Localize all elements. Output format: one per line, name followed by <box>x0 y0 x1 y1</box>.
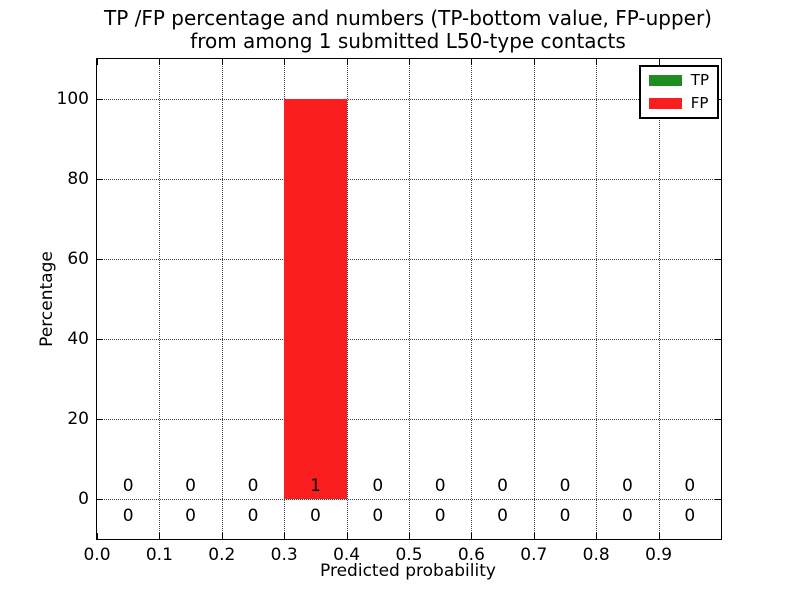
count-label-tp: 0 <box>497 506 508 526</box>
y-tick-left <box>97 179 103 180</box>
count-label-fp: 0 <box>372 476 384 496</box>
y-tick-left <box>97 99 103 100</box>
y-tick-label: 60 <box>67 249 89 269</box>
count-label-fp: 1 <box>309 476 321 496</box>
y-tick-label: 100 <box>56 89 89 109</box>
x-tick-label: 0.4 <box>333 545 361 565</box>
count-label-tp: 0 <box>559 506 571 526</box>
gridline-horizontal <box>97 99 721 100</box>
y-tick-right <box>715 499 721 500</box>
x-tick-bottom <box>159 533 161 539</box>
x-axis-label: Predicted probability <box>320 561 496 581</box>
x-tick-label: 0.5 <box>395 545 423 565</box>
gridline-horizontal <box>97 339 721 340</box>
bar-fp-bin3 <box>284 99 347 499</box>
gridline-vertical <box>409 59 410 539</box>
x-tick-top <box>159 59 161 65</box>
legend-label-tp: TP <box>690 71 709 89</box>
y-tick-left <box>97 259 103 260</box>
x-tick-top <box>346 59 348 65</box>
x-tick-bottom <box>409 533 410 539</box>
x-tick-bottom <box>471 533 473 539</box>
gridline-horizontal <box>97 259 721 260</box>
x-tick-top <box>409 59 410 65</box>
gridline-vertical <box>221 59 223 539</box>
count-label-fp: 0 <box>684 476 696 496</box>
legend-label-fp: FP <box>690 94 709 112</box>
x-tick-label: 0.7 <box>520 545 548 565</box>
count-label-tp: 0 <box>621 506 633 526</box>
x-tick-top <box>284 59 286 65</box>
x-tick-top <box>221 59 223 65</box>
count-label-tp: 0 <box>122 506 134 526</box>
y-tick-left <box>97 499 103 500</box>
x-tick-label: 0.8 <box>582 545 610 565</box>
count-label-fp: 0 <box>497 476 508 496</box>
y-tick-right <box>715 419 721 420</box>
gridline-vertical <box>596 59 598 539</box>
legend-entry-tp: TP <box>648 71 709 89</box>
gridline-vertical <box>159 59 161 539</box>
plot-area: TP FP 0.0 0.1 0.2 0.3 0.4 0.5 0.6 0.7 0.8 0.9 0 20 40… <box>57 58 722 565</box>
y-tick-label: 20 <box>67 409 89 429</box>
count-label-tp: 0 <box>185 506 196 526</box>
chart-title-line-1: TP /FP percentage and numbers (TP-bottom… <box>104 6 712 30</box>
x-tick-bottom <box>596 533 598 539</box>
count-label-fp: 0 <box>559 476 571 496</box>
x-tick-top <box>471 59 473 65</box>
count-label-tp: 0 <box>247 506 259 526</box>
gridline-horizontal <box>97 499 721 500</box>
gridline-vertical <box>471 59 473 539</box>
x-tick-top <box>658 59 660 65</box>
y-tick-label: 40 <box>67 329 89 349</box>
count-label-tp: 0 <box>309 506 321 526</box>
x-tick-top <box>533 59 535 65</box>
y-tick-right <box>715 179 721 180</box>
gridline-horizontal <box>97 179 721 180</box>
x-tick-label: 0.9 <box>645 545 673 565</box>
legend-entry-fp: FP <box>648 94 709 112</box>
count-label-fp: 0 <box>122 476 134 496</box>
x-tick-label: 0.6 <box>457 545 485 565</box>
y-tick-left <box>97 419 103 420</box>
gridline-vertical <box>658 59 660 539</box>
count-label-tp: 0 <box>372 506 384 526</box>
x-tick-label: 0.3 <box>270 545 298 565</box>
y-tick-right <box>715 259 721 260</box>
gridline-vertical <box>346 59 348 539</box>
chart-title-line-2: from among 1 submitted L50-type contacts <box>190 29 626 53</box>
x-tick-top <box>596 59 598 65</box>
gridline-vertical <box>533 59 535 539</box>
x-tick-bottom <box>346 533 348 539</box>
x-tick-bottom <box>221 533 223 539</box>
count-label-fp: 0 <box>621 476 633 496</box>
legend-swatch-fp <box>648 98 682 109</box>
x-tick-label: 0.0 <box>83 545 111 565</box>
y-tick-label: 80 <box>67 169 89 189</box>
x-tick-bottom <box>658 533 660 539</box>
count-label-fp: 0 <box>434 476 446 496</box>
legend: TP FP <box>638 65 719 119</box>
count-label-tp: 0 <box>434 506 446 526</box>
y-tick-label: 0 <box>78 489 89 509</box>
chart-title: TP /FP percentage and numbers (TP-bottom… <box>96 7 720 53</box>
x-tick-label: 0.2 <box>208 545 236 565</box>
x-tick-bottom <box>533 533 535 539</box>
count-label-tp: 0 <box>684 506 696 526</box>
y-tick-left <box>97 339 103 340</box>
legend-swatch-tp <box>648 75 682 86</box>
x-tick-bottom <box>284 533 286 539</box>
x-tick-top <box>97 59 98 65</box>
gridline-horizontal <box>97 419 721 420</box>
x-tick-label: 0.1 <box>145 545 173 565</box>
count-label-fp: 0 <box>185 476 196 496</box>
y-tick-right <box>715 339 721 340</box>
count-label-fp: 0 <box>247 476 259 496</box>
x-tick-bottom <box>97 533 98 539</box>
